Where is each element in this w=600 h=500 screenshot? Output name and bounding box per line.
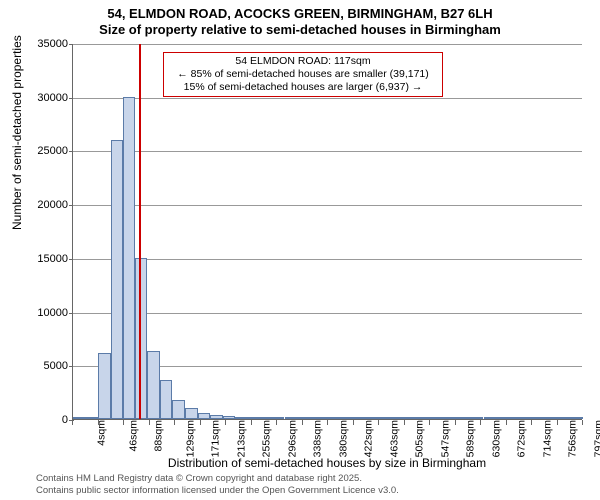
property-size-histogram: 54, ELMDON ROAD, ACOCKS GREEN, BIRMINGHA… [0, 0, 600, 500]
x-tick-label: 129sqm [184, 420, 196, 457]
histogram-bar [172, 400, 185, 419]
y-tick-label: 0 [18, 414, 68, 426]
histogram-bar [223, 416, 236, 419]
histogram-bar [371, 417, 384, 419]
x-tick-label: 672sqm [515, 420, 527, 457]
x-tick-label: 463sqm [388, 420, 400, 457]
credits-line: Contains public sector information licen… [36, 485, 399, 496]
credits: Contains HM Land Registry data © Crown c… [36, 473, 399, 496]
histogram-bar [297, 417, 310, 419]
histogram-bar [509, 417, 522, 419]
x-tick-label: 589sqm [464, 420, 476, 457]
x-tick-label: 714sqm [541, 420, 553, 457]
histogram-bar [198, 413, 211, 419]
y-tick-label: 10000 [18, 307, 68, 319]
x-tick-label: 756sqm [566, 420, 578, 457]
x-tick-label: 630sqm [490, 420, 502, 457]
property-marker-line [139, 44, 141, 419]
x-tick-label: 171sqm [209, 420, 221, 457]
x-tick-label: 213sqm [235, 420, 247, 457]
histogram-bar [310, 417, 323, 419]
x-tick-label: 88sqm [153, 420, 165, 452]
annotation-box: 54 ELMDON ROAD: 117sqm ← 85% of semi-det… [163, 52, 443, 97]
histogram-bar [160, 380, 173, 419]
histogram-bar [185, 408, 198, 419]
y-tick-label: 35000 [18, 38, 68, 50]
histogram-bar [235, 417, 247, 419]
x-tick-label: 255sqm [260, 420, 272, 457]
x-axis-label: Distribution of semi-detached houses by … [72, 456, 582, 470]
histogram-bar [533, 417, 546, 419]
histogram-bar [73, 417, 98, 419]
y-tick-label: 20000 [18, 199, 68, 211]
histogram-bar [272, 417, 285, 419]
annotation-line: ← 85% of semi-detached houses are smalle… [170, 68, 436, 81]
x-tick-label: 380sqm [337, 420, 349, 457]
histogram-bar [98, 353, 111, 419]
histogram-bar [446, 417, 459, 419]
x-tick-label: 797sqm [592, 420, 600, 457]
histogram-bar [496, 417, 509, 419]
histogram-bar [409, 417, 422, 419]
histogram-bar [484, 417, 497, 419]
histogram-bar [359, 417, 372, 419]
x-tick-label: 547sqm [439, 420, 451, 457]
chart-title-line2: Size of property relative to semi-detach… [0, 22, 600, 37]
histogram-bar [397, 417, 410, 419]
x-tick-label: 46sqm [127, 420, 139, 452]
histogram-bar [111, 140, 124, 419]
histogram-bar [346, 417, 359, 419]
histogram-bar [210, 415, 223, 419]
annotation-line: 15% of semi-detached houses are larger (… [170, 81, 436, 94]
x-tick-label: 505sqm [413, 420, 425, 457]
histogram-bar [123, 97, 135, 419]
histogram-bar [147, 351, 160, 419]
histogram-bar [458, 417, 471, 419]
histogram-bar [384, 417, 397, 419]
histogram-bar [558, 417, 571, 419]
credits-line: Contains HM Land Registry data © Crown c… [36, 473, 399, 484]
histogram-bar [322, 417, 335, 419]
histogram-bar [471, 417, 484, 419]
histogram-bar [285, 417, 298, 419]
plot-area: 54 ELMDON ROAD: 117sqm ← 85% of semi-det… [72, 44, 582, 420]
x-tick-label: 422sqm [362, 420, 374, 457]
histogram-bar [570, 417, 583, 419]
histogram-bar [433, 417, 446, 419]
annotation-line: 54 ELMDON ROAD: 117sqm [170, 55, 436, 68]
histogram-bar [422, 417, 434, 419]
chart-title-line1: 54, ELMDON ROAD, ACOCKS GREEN, BIRMINGHA… [0, 6, 600, 21]
histogram-bar [335, 417, 347, 419]
x-tick-label: 296sqm [286, 420, 298, 457]
y-tick-label: 25000 [18, 145, 68, 157]
histogram-bar [247, 417, 260, 419]
y-tick-label: 15000 [18, 253, 68, 265]
histogram-bar [521, 417, 533, 419]
histogram-bar [259, 417, 272, 419]
y-tick-label: 5000 [18, 360, 68, 372]
y-tick-label: 30000 [18, 92, 68, 104]
x-tick-label: 338sqm [311, 420, 323, 457]
histogram-bar [545, 417, 558, 419]
